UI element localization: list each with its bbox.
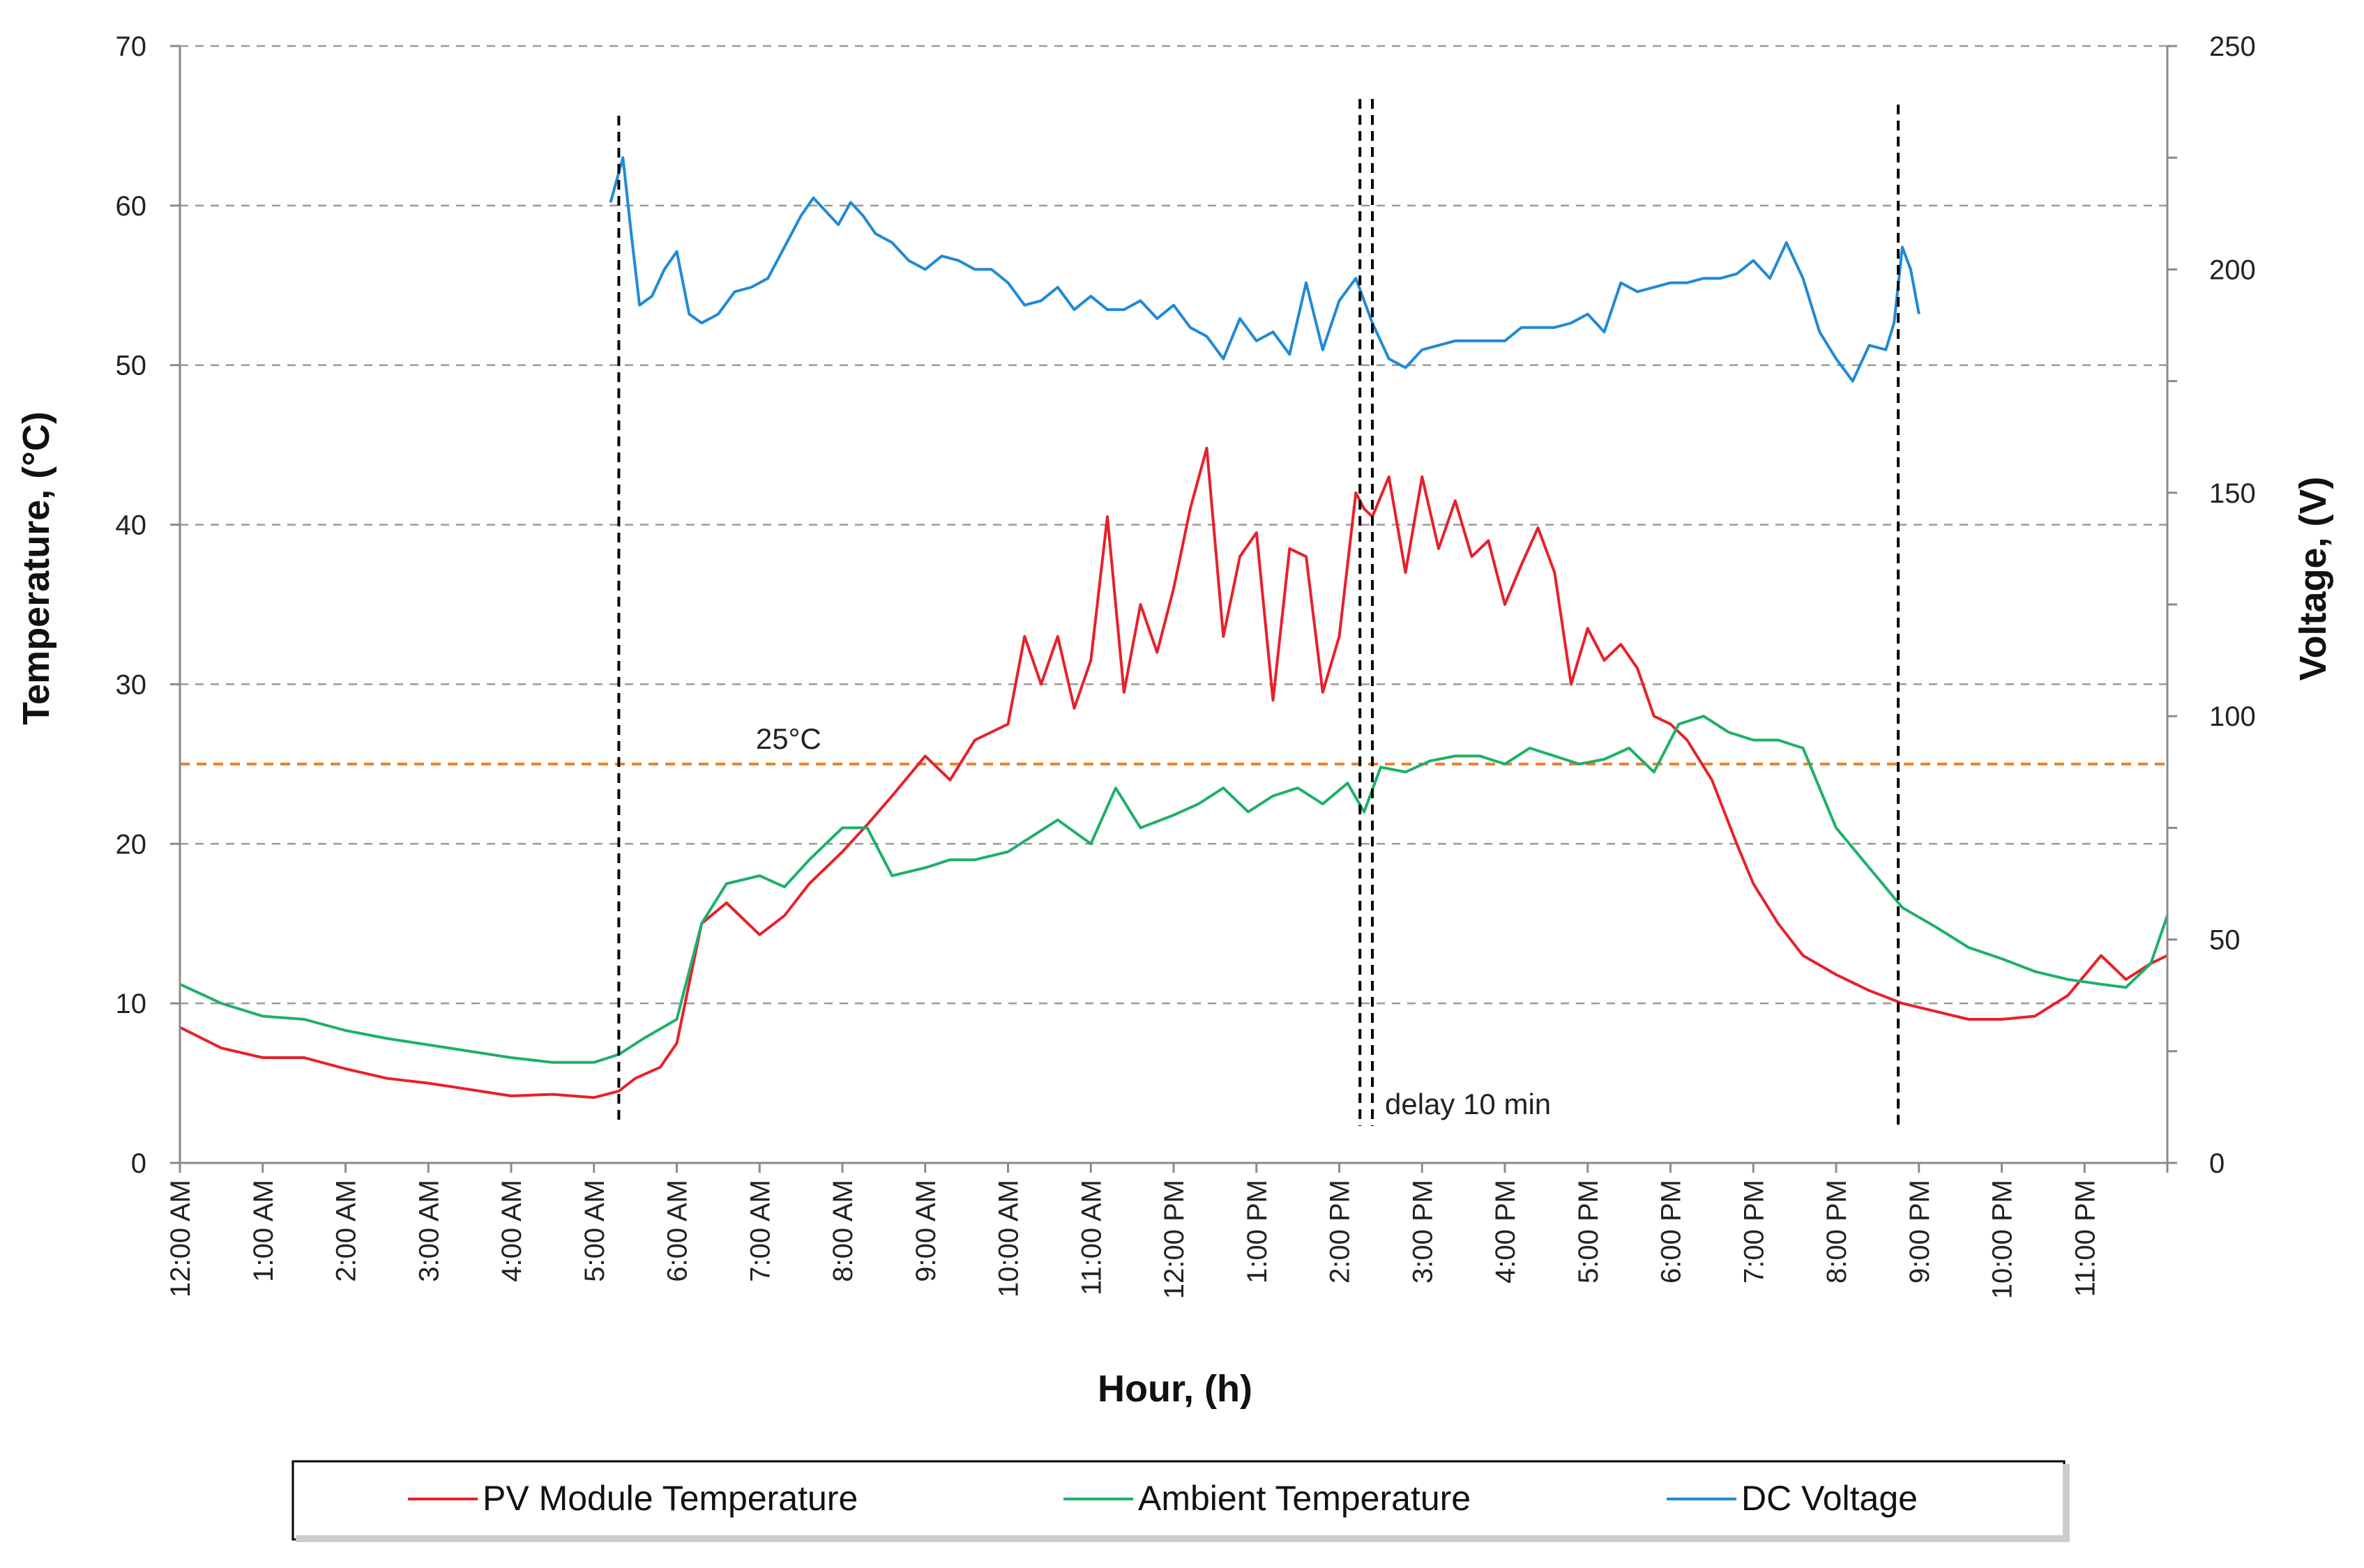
x-axis-title: Hour, (h)	[1098, 1368, 1252, 1410]
x-tick-label: 4:00 AM	[497, 1180, 527, 1282]
x-tick-label: 9:00 AM	[911, 1180, 941, 1282]
series-line-ambient-temperature	[179, 715, 2169, 1064]
x-tick-label: 6:00 PM	[1656, 1180, 1687, 1284]
x-tick-label: 10:00 AM	[994, 1180, 1024, 1297]
x-tick-label: 9:00 PM	[1904, 1180, 1935, 1284]
x-tick-label: 2:00 AM	[331, 1180, 362, 1282]
x-tick-label: 1:00 AM	[248, 1180, 279, 1282]
left-axis-ticks: 0 10 20 30 40 50 60 70	[116, 31, 180, 1179]
left-tick-label: 30	[116, 669, 147, 700]
left-tick-label: 20	[116, 829, 147, 860]
left-tick-label: 10	[116, 989, 147, 1019]
right-tick-label: 250	[2209, 31, 2256, 62]
right-tick-label: 50	[2209, 925, 2241, 956]
x-axis-ticks: 12:00 AM 1:00 AM 2:00 AM 3:00 AM 4:00 AM 5:00…	[165, 1163, 2169, 1299]
x-tick-label: 12:00 AM	[165, 1180, 196, 1297]
delay-annotation: delay 10 min	[1385, 1088, 1551, 1120]
right-axis-ticks: 0 50 100 150 200 250	[2167, 31, 2256, 1179]
x-tick-label: 7:00 PM	[1738, 1180, 1769, 1284]
x-tick-label: 1:00 PM	[1242, 1180, 1273, 1284]
x-tick-label: 8:00 AM	[828, 1180, 858, 1282]
x-tick-label: 12:00 PM	[1159, 1180, 1190, 1299]
x-tick-label: 6:00 AM	[662, 1180, 693, 1282]
y-axis-left-title: Temperature, (°C)	[15, 411, 57, 725]
right-tick-label: 200	[2209, 254, 2256, 285]
series-line-dc-voltage	[609, 156, 1920, 383]
x-tick-label: 10:00 PM	[1987, 1180, 2018, 1299]
left-tick-label: 0	[131, 1148, 146, 1179]
x-tick-label: 4:00 PM	[1490, 1180, 1521, 1284]
y-axis-right-title: Voltage, (V)	[2292, 476, 2334, 680]
x-tick-label: 11:00 AM	[1076, 1180, 1107, 1295]
right-tick-label: 100	[2209, 701, 2256, 732]
legend-label-ambient-temperature: Ambient Temperature	[1138, 1479, 1471, 1518]
reference-line-label: 25°C	[756, 722, 821, 755]
right-tick-label: 0	[2209, 1148, 2225, 1179]
series-line-pv-module-temperature	[179, 446, 2168, 1099]
legend-shadow	[296, 1535, 2067, 1542]
legend-label-dc-voltage: DC Voltage	[1741, 1479, 1918, 1518]
vertical-markers	[617, 99, 1900, 1126]
legend-shadow-side	[2063, 1464, 2070, 1542]
x-tick-label: 2:00 PM	[1325, 1180, 1356, 1284]
x-tick-label: 11:00 PM	[2070, 1180, 2100, 1297]
left-tick-label: 70	[116, 31, 147, 62]
left-tick-label: 50	[116, 351, 147, 381]
x-tick-label: 5:00 PM	[1573, 1180, 1604, 1284]
x-tick-label: 3:00 AM	[414, 1180, 444, 1282]
legend: PV Module Temperature Ambient Temperatur…	[291, 1460, 2070, 1542]
legend-label-pv-module-temperature: PV Module Temperature	[483, 1479, 858, 1518]
x-tick-label: 7:00 AM	[745, 1180, 775, 1282]
left-tick-label: 60	[116, 191, 147, 222]
x-tick-label: 3:00 PM	[1407, 1180, 1438, 1284]
right-tick-label: 150	[2209, 478, 2256, 509]
series-lines	[179, 156, 2169, 1099]
left-tick-label: 40	[116, 510, 147, 541]
x-tick-label: 8:00 PM	[1821, 1180, 1852, 1284]
x-tick-label: 5:00 AM	[579, 1180, 610, 1282]
